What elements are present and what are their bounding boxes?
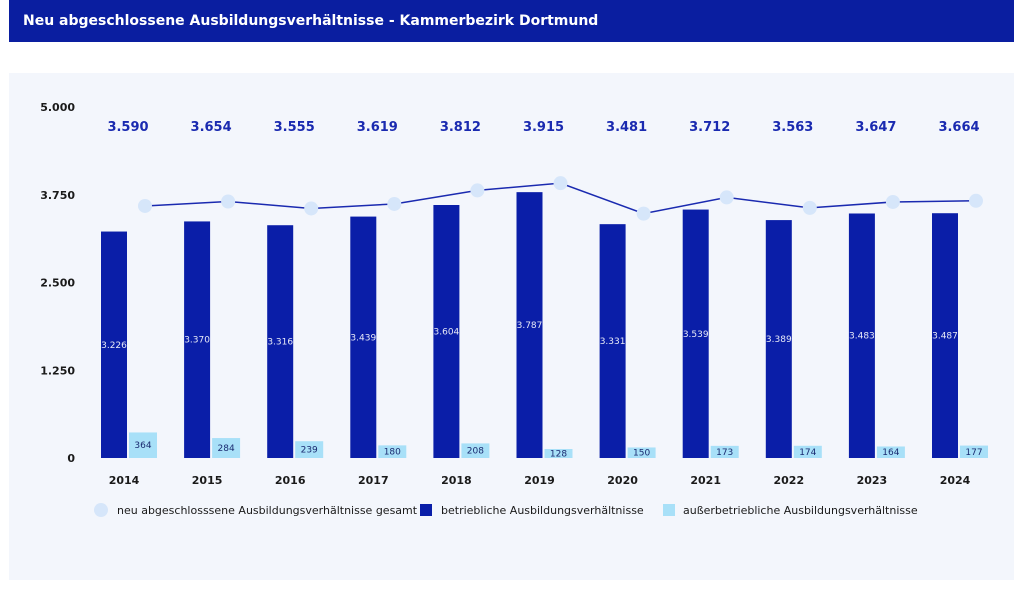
total-value-label: 3.647: [855, 120, 896, 135]
bar-betrieblich-label: 3.370: [184, 336, 210, 346]
total-value-label: 3.619: [357, 120, 398, 135]
bar-ausserbetrieblich-label: 128: [550, 450, 567, 460]
bar-ausserbetrieblich: [212, 438, 241, 458]
bar-ausserbetrieblich-label: 164: [882, 448, 899, 458]
x-tick-label: 2014: [109, 474, 140, 487]
bar-betrieblich: [599, 224, 626, 458]
bar-ausserbetrieblich-label: 180: [384, 448, 401, 458]
bar-ausserbetrieblich: [876, 446, 905, 458]
bar-betrieblich-label: 3.226: [101, 341, 127, 351]
total-value-label: 3.812: [440, 120, 481, 135]
y-tick-label: 3.750: [40, 189, 75, 202]
bar-betrieblich: [765, 220, 792, 458]
bar-ausserbetrieblich: [129, 432, 157, 458]
total-value-label: 3.563: [772, 120, 813, 135]
bar-ausserbetrieblich: [960, 445, 988, 458]
x-tick-label: 2017: [358, 474, 389, 487]
legend-marker-total: [94, 503, 108, 517]
bar-betrieblich-label: 3.604: [434, 327, 460, 337]
bar-betrieblich-label: 3.439: [350, 333, 376, 343]
chart-header: Neu abgeschlossene Ausbildungsverhältnis…: [9, 0, 1014, 42]
bar-betrieblich: [184, 221, 211, 458]
x-tick-label: 2016: [275, 474, 306, 487]
bar-betrieblich-label: 3.389: [766, 335, 792, 345]
bar-betrieblich-label: 3.331: [600, 337, 626, 347]
total-point: [802, 200, 817, 215]
x-tick-label: 2019: [524, 474, 555, 487]
bar-betrieblich-label: 3.316: [267, 338, 293, 348]
total-point: [387, 196, 402, 211]
bar-ausserbetrieblich-label: 174: [799, 448, 816, 458]
total-value-label: 3.915: [523, 120, 564, 135]
bar-ausserbetrieblich-label: 208: [467, 447, 484, 457]
chart-title: Neu abgeschlossene Ausbildungsverhältnis…: [23, 13, 599, 29]
bar-betrieblich-label: 3.787: [517, 321, 543, 331]
total-value-label: 3.590: [107, 120, 148, 135]
bar-betrieblich: [848, 213, 875, 458]
bar-betrieblich-label: 3.483: [849, 332, 875, 342]
bar-ausserbetrieblich-label: 284: [218, 444, 235, 454]
bar-ausserbetrieblich-label: 173: [716, 448, 733, 458]
chart-panel: [9, 73, 1014, 580]
x-tick-label: 2022: [773, 474, 804, 487]
total-point: [470, 183, 485, 198]
x-tick-label: 2021: [690, 474, 721, 487]
legend-label-betrieblich: betriebliche Ausbildungsverhältnisse: [441, 504, 644, 517]
y-tick-label: 5.000: [40, 101, 75, 114]
total-point: [969, 193, 983, 208]
total-value-label: 3.712: [689, 120, 730, 135]
legend-marker-ausserbetrieblich: [663, 504, 675, 516]
bar-ausserbetrieblich: [461, 443, 490, 458]
bar-betrieblich: [682, 209, 709, 458]
bar-betrieblich: [350, 216, 377, 458]
total-point: [221, 194, 236, 209]
bar-ausserbetrieblich-label: 177: [965, 448, 982, 458]
y-tick-label: 2.500: [40, 277, 75, 290]
bar-betrieblich: [516, 192, 543, 459]
bar-ausserbetrieblich: [295, 441, 324, 458]
bar-betrieblich-label: 3.487: [932, 332, 958, 342]
y-tick-label: 0: [67, 452, 75, 465]
legend-label-total: neu abgeschlosssene Ausbildungsverhältni…: [117, 504, 418, 517]
bar-betrieblich: [101, 231, 127, 458]
total-point: [138, 198, 152, 213]
total-value-label: 3.481: [606, 120, 647, 135]
bar-ausserbetrieblich-label: 364: [134, 441, 151, 451]
bar-betrieblich-label: 3.539: [683, 330, 709, 340]
bar-ausserbetrieblich: [627, 447, 656, 458]
total-point: [636, 206, 651, 221]
total-point: [885, 194, 900, 209]
x-tick-label: 2018: [441, 474, 472, 487]
bar-ausserbetrieblich-label: 150: [633, 449, 650, 459]
bar-ausserbetrieblich: [544, 449, 573, 458]
total-value-label: 3.555: [274, 120, 315, 135]
bar-betrieblich: [267, 225, 294, 458]
x-tick-label: 2020: [607, 474, 638, 487]
total-value-label: 3.654: [191, 120, 232, 135]
total-point: [553, 176, 568, 191]
bar-ausserbetrieblich: [793, 445, 822, 458]
x-tick-label: 2015: [192, 474, 223, 487]
legend-marker-betrieblich: [420, 504, 432, 516]
bar-betrieblich: [932, 213, 958, 458]
legend-label-ausserbetrieblich: außerbetriebliche Ausbildungsverhältniss…: [683, 504, 918, 517]
total-point: [719, 190, 734, 205]
x-tick-label: 2024: [940, 474, 971, 487]
x-tick-label: 2023: [857, 474, 888, 487]
total-value-label: 3.664: [938, 120, 979, 135]
bar-betrieblich: [433, 204, 460, 458]
bar-ausserbetrieblich: [378, 445, 407, 458]
y-tick-label: 1.250: [40, 364, 75, 377]
bar-ausserbetrieblich: [710, 445, 739, 458]
bar-ausserbetrieblich-label: 239: [301, 446, 318, 456]
total-point: [304, 201, 319, 216]
